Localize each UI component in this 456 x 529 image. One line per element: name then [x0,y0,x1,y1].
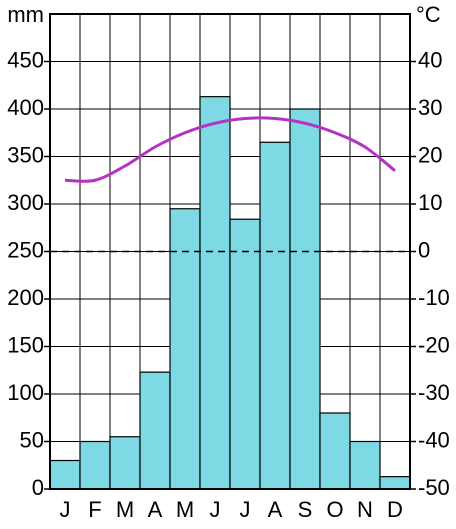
x-tick-label: F [88,497,101,522]
x-tick-label: J [240,497,251,522]
y2-tick-label: -50 [418,475,450,500]
x-tick-label: J [210,497,221,522]
y-tick-label: 0 [32,475,44,500]
y-tick-label: 350 [7,142,44,167]
x-tick-label: O [326,497,343,522]
y2-axis-label: °C [416,2,441,27]
y2-tick-label: -10 [418,285,450,310]
y-tick-label: 250 [7,237,44,262]
x-tick-label: N [357,497,373,522]
y2-tick-label: 40 [418,47,442,72]
y2-tick-label: -20 [418,332,450,357]
bar [79,440,111,490]
bar [109,436,141,490]
y2-tick-label: 30 [418,95,442,120]
x-tick-label: S [298,497,313,522]
bar [259,141,291,490]
x-tick-label: A [148,497,163,522]
y-tick-label: 150 [7,332,44,357]
bar [349,440,381,490]
bar [139,371,171,490]
x-tick-label: D [387,497,403,522]
x-tick-label: M [176,497,194,522]
bar [379,476,411,490]
y2-tick-label: -30 [418,380,450,405]
x-tick-label: M [116,497,134,522]
plot-frame [49,13,411,490]
y-tick-label: 300 [7,190,44,215]
y-tick-label: 50 [20,427,44,452]
y-tick-label: 200 [7,285,44,310]
y-tick-label: 400 [7,95,44,120]
y2-tick-label: 10 [418,190,442,215]
y-axis-label: mm [7,2,44,27]
bar [289,108,321,490]
bar [319,412,351,490]
y-tick-label: 100 [7,380,44,405]
y2-tick-label: 0 [418,237,430,262]
bar [229,218,261,490]
temperature-line [64,116,396,183]
y-tick-label: 450 [7,47,44,72]
y2-tick-label: 20 [418,142,442,167]
bar [199,96,231,490]
x-tick-label: J [60,497,71,522]
bar [49,459,81,490]
x-tick-label: A [268,497,283,522]
y2-tick-label: -40 [418,427,450,452]
